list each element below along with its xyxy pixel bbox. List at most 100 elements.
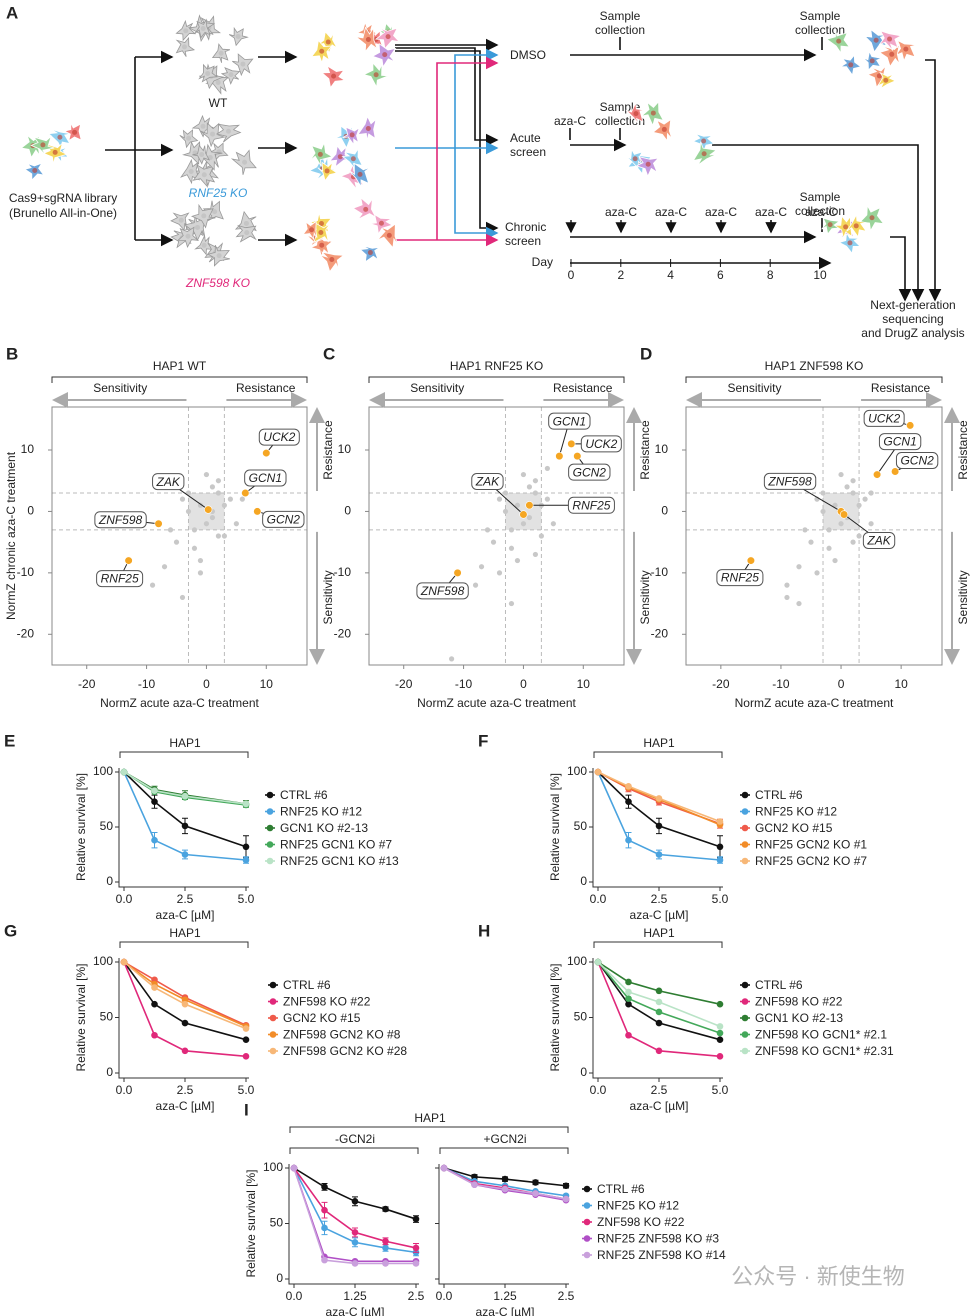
background-point (215, 490, 222, 496)
background-point (526, 484, 533, 490)
series-line (123, 961, 247, 1026)
legend-marker (269, 998, 277, 1005)
panel-letter: H (478, 921, 490, 940)
nucleus (317, 151, 323, 157)
data-point (562, 1182, 570, 1190)
nucleus (367, 250, 373, 256)
nucleus (201, 242, 207, 248)
data-point (151, 1000, 158, 1008)
legend-marker (266, 824, 274, 832)
hit-label: ZAK (475, 475, 500, 489)
background-point (796, 600, 802, 607)
legend-marker (741, 1031, 749, 1038)
hit-point (124, 556, 133, 565)
subtitle-bracket (439, 1147, 569, 1154)
nucleus (843, 224, 849, 230)
collection-label: collection (595, 23, 645, 37)
hit-label: RNF25 (101, 572, 139, 586)
direction-label: Resistance (236, 381, 296, 395)
y-axis-label: Relative survival [%] (244, 1169, 258, 1277)
data-point (532, 1179, 539, 1186)
background-point (856, 533, 862, 539)
data-point (501, 1175, 509, 1183)
drug-label: aza-C (554, 114, 586, 128)
background-point (850, 478, 856, 484)
background-point (173, 539, 180, 545)
legend-label: RNF25 ZNF598 KO #3 (597, 1232, 719, 1246)
nucleus (210, 131, 216, 137)
series-line (597, 771, 721, 861)
nucleus (349, 132, 355, 138)
plot-frame (51, 406, 308, 666)
nucleus (325, 39, 331, 45)
background-point (478, 564, 485, 570)
background-point (826, 545, 832, 551)
data-point (716, 1023, 724, 1030)
title-bracket (685, 376, 943, 383)
background-point (838, 521, 844, 527)
background-point (209, 514, 216, 521)
background-point (197, 557, 204, 564)
screen-label: Chronic (505, 220, 546, 234)
x-tick-label: 5.0 (238, 1083, 255, 1097)
schematic: A Cas9+sgRNA library (Brunello All-in-On… (6, 3, 965, 340)
data-point (655, 822, 663, 830)
nucleus (701, 138, 707, 144)
collection-label: collection (795, 23, 845, 37)
x-tick-label: 0.0 (286, 1289, 303, 1303)
legend-label: RNF25 KO #12 (755, 805, 837, 819)
nucleus (887, 36, 893, 42)
nucleus (827, 222, 833, 228)
legend-label: ZNF598 GCN2 KO #28 (283, 1044, 407, 1058)
background-point (544, 465, 550, 472)
x-tick-label: 10 (260, 677, 274, 691)
series-line (123, 961, 247, 1058)
x-tick-label: 10 (894, 677, 908, 691)
direction-label: Sensitivity (638, 570, 652, 624)
hit-label: ZAK (156, 475, 181, 489)
series-line (597, 771, 721, 848)
nucleus (869, 58, 875, 64)
plot-frame (685, 406, 943, 666)
data-point (412, 1215, 420, 1223)
background-point (215, 533, 222, 539)
background-point (838, 471, 844, 478)
nucleus (240, 61, 246, 67)
x-axis-label: NormZ acute aza-C treatment (735, 696, 894, 710)
background-point (502, 490, 509, 496)
nucleus (324, 168, 330, 174)
data-point (321, 1256, 328, 1264)
legend-marker (741, 808, 749, 815)
y-tick-label: 50 (574, 819, 588, 833)
legend-label: GCN2 KO #15 (755, 821, 833, 835)
data-point (242, 856, 250, 864)
axes (118, 768, 249, 888)
y-tick-label: 100 (263, 1160, 283, 1174)
nucleus (385, 34, 391, 40)
background-point (850, 490, 856, 496)
x-tick-label: 0 (203, 677, 210, 691)
y-tick-label: -10 (651, 565, 669, 579)
title-bracket (593, 751, 723, 758)
y-tick-label: 100 (567, 954, 587, 968)
y-tick-label: 0 (106, 874, 113, 888)
label-box (863, 409, 905, 427)
legend-label: GCN1 KO #2-13 (280, 821, 368, 835)
hit-point (453, 568, 462, 577)
data-point (181, 1000, 189, 1008)
background-point (820, 490, 826, 496)
label-box (96, 570, 144, 588)
background-point (826, 527, 832, 533)
hit-point (872, 470, 882, 479)
data-point (351, 1260, 359, 1267)
nucleus (365, 36, 371, 42)
drug-label: aza-C (755, 205, 787, 219)
data-point (716, 856, 724, 864)
data-point (382, 1205, 389, 1213)
direction-label: Resistance (956, 420, 970, 480)
data-point (181, 822, 189, 830)
x-axis-label: aza-C [µM] (156, 1099, 215, 1113)
hit-label: GCN1 (249, 471, 282, 485)
nucleus (243, 220, 249, 226)
background-point (784, 594, 790, 601)
